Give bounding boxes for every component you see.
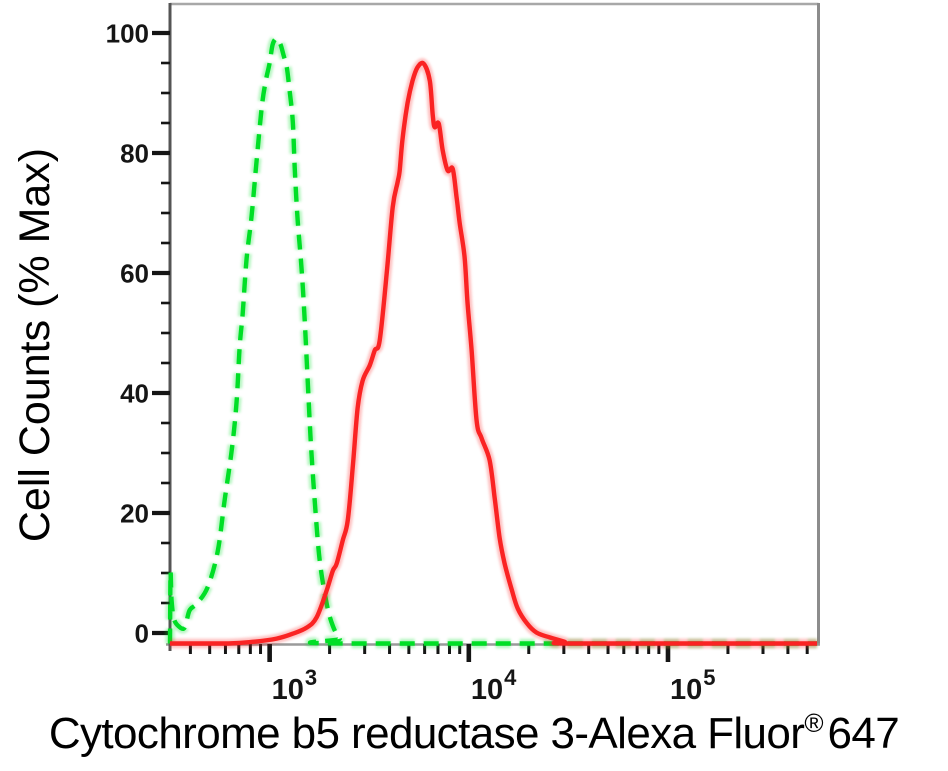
y-axis-tick-label: 100 <box>106 19 149 49</box>
x-axis-title-text: Cytochrome b5 reductase 3-Alexa Fluor <box>48 709 805 758</box>
y-axis-tick-label: 60 <box>120 259 149 289</box>
registered-trademark-symbol: ® <box>804 708 824 738</box>
y-axis-tick-label: 80 <box>120 139 149 169</box>
control-green-dashed-curve <box>167 36 817 646</box>
x-axis-tick-label: 103 <box>272 665 318 706</box>
stained-red-solid-curve-glow <box>170 58 817 649</box>
y-axis-title: Cell Counts (% Max) <box>11 147 59 543</box>
y-axis-tick-label: 0 <box>135 619 149 649</box>
control-green-dashed-curve-glow <box>165 33 817 649</box>
y-axis-tick-label: 40 <box>120 379 149 409</box>
x-axis-title-number: 647 <box>827 709 900 758</box>
histogram-plot-area: 0 20 40 60 80 100 103 104 105 <box>106 2 820 706</box>
x-axis-title: Cytochrome b5 reductase 3-Alexa Fluor®64… <box>0 708 948 759</box>
y-axis-tick-label: 20 <box>120 499 149 529</box>
x-axis-tick-label: 105 <box>670 665 716 706</box>
x-axis-tick-label: 104 <box>471 665 517 706</box>
stained-red-solid-curve <box>170 60 817 646</box>
